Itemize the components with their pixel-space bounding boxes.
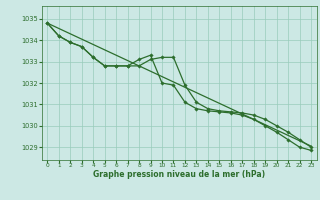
X-axis label: Graphe pression niveau de la mer (hPa): Graphe pression niveau de la mer (hPa)	[93, 170, 265, 179]
